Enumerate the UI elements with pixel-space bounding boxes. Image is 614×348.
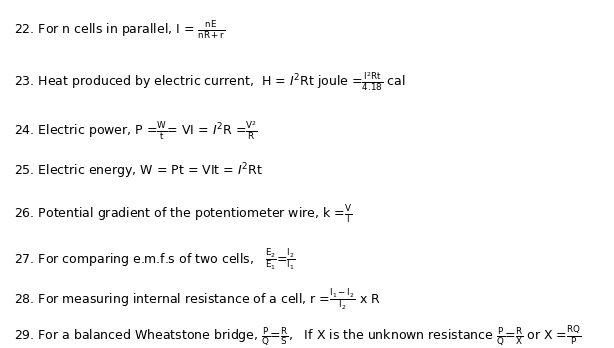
Text: 27. For comparing e.m.f.s of two cells,   $\mathdefault{\frac{E_{2}}{E_{1}}}$=$\: 27. For comparing e.m.f.s of two cells, …: [14, 247, 295, 272]
Text: 22. For n cells in parallel, I = $\mathdefault{\frac{nE}{nR+r}}$: 22. For n cells in parallel, I = $\mathd…: [14, 19, 225, 41]
Text: 28. For measuring internal resistance of a cell, r =$\mathdefault{\frac{I_{1}-I_: 28. For measuring internal resistance of…: [14, 287, 381, 312]
Text: 24. Electric power, P =$\mathdefault{\frac{W}{t}}$= VI = $I^{2}$R =$\mathdefault: 24. Electric power, P =$\mathdefault{\fr…: [14, 120, 257, 142]
Text: 25. Electric energy, W = Pt = VIt = $I^{2}$Rt: 25. Electric energy, W = Pt = VIt = $I^{…: [14, 162, 262, 181]
Text: 23. Heat produced by electric current,  H = $I^{2}$Rt joule =$\mathdefault{\frac: 23. Heat produced by electric current, H…: [14, 71, 405, 93]
Text: 26. Potential gradient of the potentiometer wire, k =$\mathdefault{\frac{V}{I}}$: 26. Potential gradient of the potentiome…: [14, 204, 351, 226]
Text: 29. For a balanced Wheatstone bridge, $\mathdefault{\frac{P}{Q}}$=$\mathdefault{: 29. For a balanced Wheatstone bridge, $\…: [14, 324, 581, 348]
